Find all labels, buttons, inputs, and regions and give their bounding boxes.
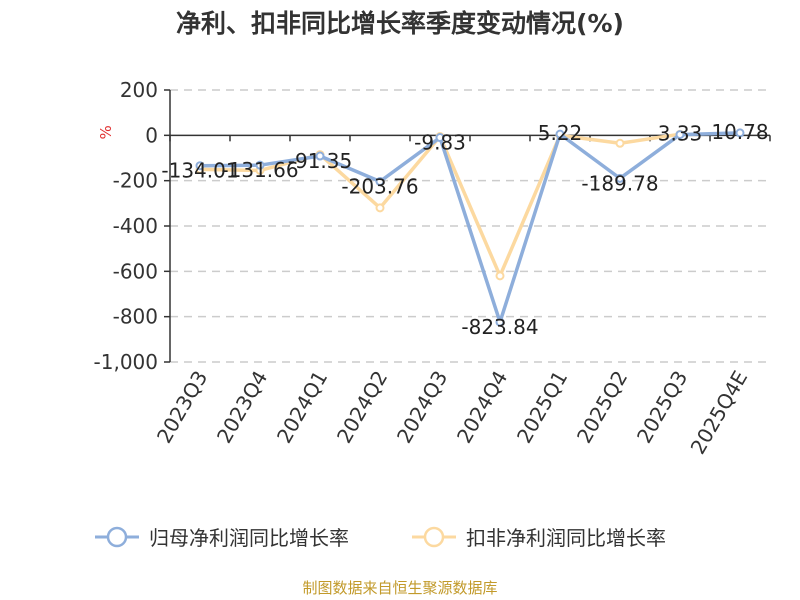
data-labels: -134.01-131.66-91.35-203.76 -9.83 -823.84 5…	[161, 120, 768, 339]
y-axis-ticks: 200 0 -200 -400 -600 -800 -1,000	[94, 78, 170, 374]
data-label: -189.78	[581, 171, 658, 195]
y-tick-label: -600	[113, 259, 158, 283]
x-tick-label: 2024Q3	[392, 367, 452, 448]
data-label: -91.35	[288, 149, 352, 173]
data-label: 3.33	[658, 122, 703, 146]
y-tick-label: -800	[113, 305, 158, 329]
y-tick-label: -400	[113, 214, 158, 238]
chart-title: 净利、扣非同比增长率季度变动情况(%)	[176, 9, 624, 38]
data-point	[255, 160, 265, 170]
data-label: -823.84	[461, 315, 538, 339]
x-tick-label: 2024Q1	[272, 367, 332, 448]
x-tick-label: 2023Q3	[152, 367, 212, 448]
data-label: -131.66	[221, 158, 298, 182]
legend-marker	[423, 526, 445, 548]
data-label: -9.83	[414, 131, 466, 155]
grid-lines	[170, 89, 770, 363]
legend-label: 扣非净利润同比增长率	[466, 526, 666, 550]
series-lines	[195, 128, 745, 327]
data-point	[375, 177, 385, 187]
data-point	[195, 161, 205, 171]
x-tick-label: 2025Q1	[512, 367, 572, 448]
x-tick-label: 2025Q3	[632, 367, 692, 448]
legend[interactable]: 归母净利润同比增长率 扣非净利润同比增长率	[95, 526, 666, 550]
data-point	[315, 151, 325, 161]
data-point	[435, 133, 445, 143]
series-line	[199, 132, 681, 278]
legend-item[interactable]: 归母净利润同比增长率	[95, 526, 349, 550]
data-point	[675, 130, 685, 140]
y-tick-label: -1,000	[94, 350, 158, 374]
data-point	[735, 128, 745, 138]
legend-label: 归母净利润同比增长率	[149, 526, 349, 550]
data-point	[375, 203, 385, 213]
data-point	[615, 138, 625, 148]
x-tick-label: 2025Q4E	[686, 367, 753, 459]
y-axis-unit: %	[97, 125, 115, 139]
data-label: -203.76	[341, 175, 418, 199]
data-source-note: 制图数据来自恒生聚源数据库	[302, 579, 498, 597]
y-tick-label: -200	[113, 169, 158, 193]
data-label: 5.22	[538, 121, 583, 145]
data-point	[495, 271, 505, 281]
y-tick-label: 0	[145, 123, 158, 147]
x-tick-label: 2023Q4	[212, 367, 272, 448]
x-tick-label: 2024Q4	[452, 367, 512, 448]
legend-marker	[106, 526, 128, 548]
y-tick-label: 200	[120, 78, 158, 102]
x-tick-label: 2024Q2	[332, 367, 392, 448]
data-label: 10.78	[711, 120, 768, 144]
data-point	[495, 317, 505, 327]
data-point	[615, 173, 625, 183]
series-line	[199, 131, 741, 324]
data-point	[555, 129, 565, 139]
x-tick-label: 2025Q2	[572, 367, 632, 448]
legend-item[interactable]: 扣非净利润同比增长率	[412, 526, 666, 550]
data-label: -134.01	[161, 159, 238, 183]
